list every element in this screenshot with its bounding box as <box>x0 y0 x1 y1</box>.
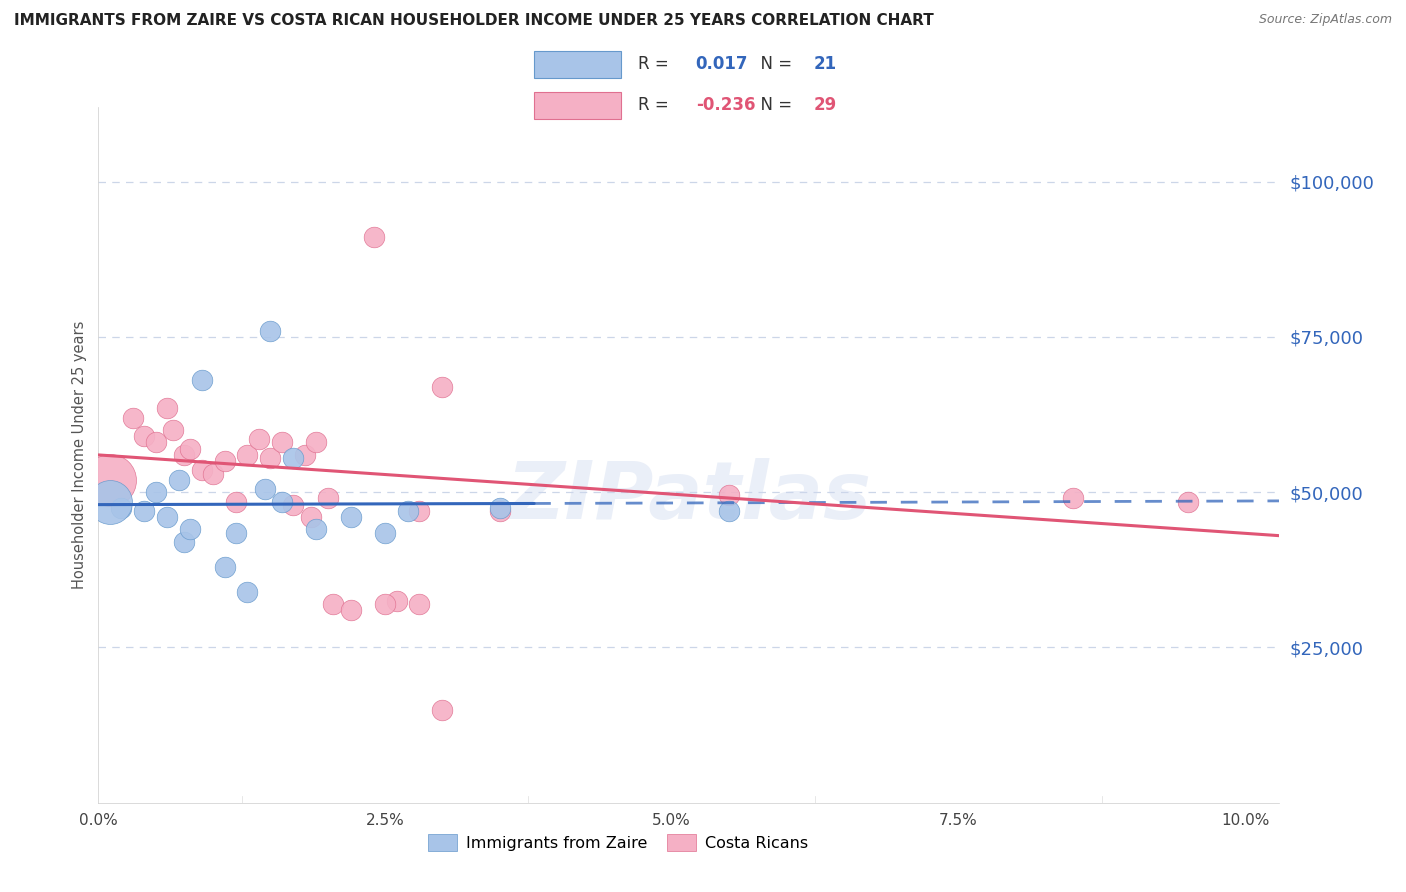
Point <box>305 523 328 537</box>
Point <box>299 510 322 524</box>
Point <box>253 482 276 496</box>
Point <box>1177 494 1199 508</box>
Point <box>259 324 281 338</box>
Point <box>145 435 167 450</box>
Point <box>339 603 361 617</box>
Text: 29: 29 <box>814 96 837 114</box>
Point <box>283 498 305 512</box>
Text: R =: R = <box>638 96 675 114</box>
Point <box>173 448 195 462</box>
Point <box>408 597 430 611</box>
Point <box>283 450 305 465</box>
Text: N =: N = <box>749 96 797 114</box>
Text: 21: 21 <box>814 55 837 73</box>
Point <box>98 494 121 508</box>
Point <box>396 504 419 518</box>
Point <box>294 448 316 462</box>
Point <box>162 423 184 437</box>
Text: R =: R = <box>638 55 675 73</box>
Point <box>110 500 132 515</box>
Point <box>718 504 741 518</box>
Point <box>179 442 201 456</box>
Point <box>156 510 179 524</box>
Point <box>259 450 281 465</box>
Point <box>214 454 236 468</box>
Text: Source: ZipAtlas.com: Source: ZipAtlas.com <box>1258 13 1392 27</box>
FancyBboxPatch shape <box>534 92 621 119</box>
Point <box>339 510 361 524</box>
Legend: Immigrants from Zaire, Costa Ricans: Immigrants from Zaire, Costa Ricans <box>422 827 814 857</box>
Point <box>173 534 195 549</box>
Point <box>1062 491 1084 506</box>
Point <box>134 429 156 443</box>
Point <box>432 703 454 717</box>
Point <box>270 494 292 508</box>
Y-axis label: Householder Income Under 25 years: Householder Income Under 25 years <box>72 321 87 589</box>
Point <box>408 504 430 518</box>
Point <box>156 401 179 416</box>
Point <box>374 525 396 540</box>
Point <box>225 494 247 508</box>
Point <box>225 525 247 540</box>
Point <box>322 597 344 611</box>
Point <box>121 410 143 425</box>
Point <box>236 448 259 462</box>
Point <box>134 504 156 518</box>
Point <box>270 435 292 450</box>
Text: IMMIGRANTS FROM ZAIRE VS COSTA RICAN HOUSEHOLDER INCOME UNDER 25 YEARS CORRELATI: IMMIGRANTS FROM ZAIRE VS COSTA RICAN HOU… <box>14 13 934 29</box>
Text: N =: N = <box>749 55 797 73</box>
Point <box>305 435 328 450</box>
Text: ZIPatlas: ZIPatlas <box>506 458 872 536</box>
Text: -0.236: -0.236 <box>696 96 755 114</box>
Point <box>98 473 121 487</box>
Point <box>145 485 167 500</box>
Point <box>247 433 270 447</box>
Point <box>236 584 259 599</box>
Point <box>385 594 408 608</box>
Point <box>167 473 190 487</box>
Point <box>718 488 741 502</box>
Point <box>190 463 212 477</box>
Point <box>214 559 236 574</box>
Text: 0.017: 0.017 <box>696 55 748 73</box>
Point <box>316 491 339 506</box>
Point <box>202 467 225 481</box>
Point <box>432 379 454 393</box>
Point <box>179 523 201 537</box>
Point <box>374 597 396 611</box>
Point <box>190 373 212 387</box>
Point <box>363 230 385 244</box>
Point <box>488 504 510 518</box>
Point <box>488 500 510 515</box>
FancyBboxPatch shape <box>534 51 621 78</box>
